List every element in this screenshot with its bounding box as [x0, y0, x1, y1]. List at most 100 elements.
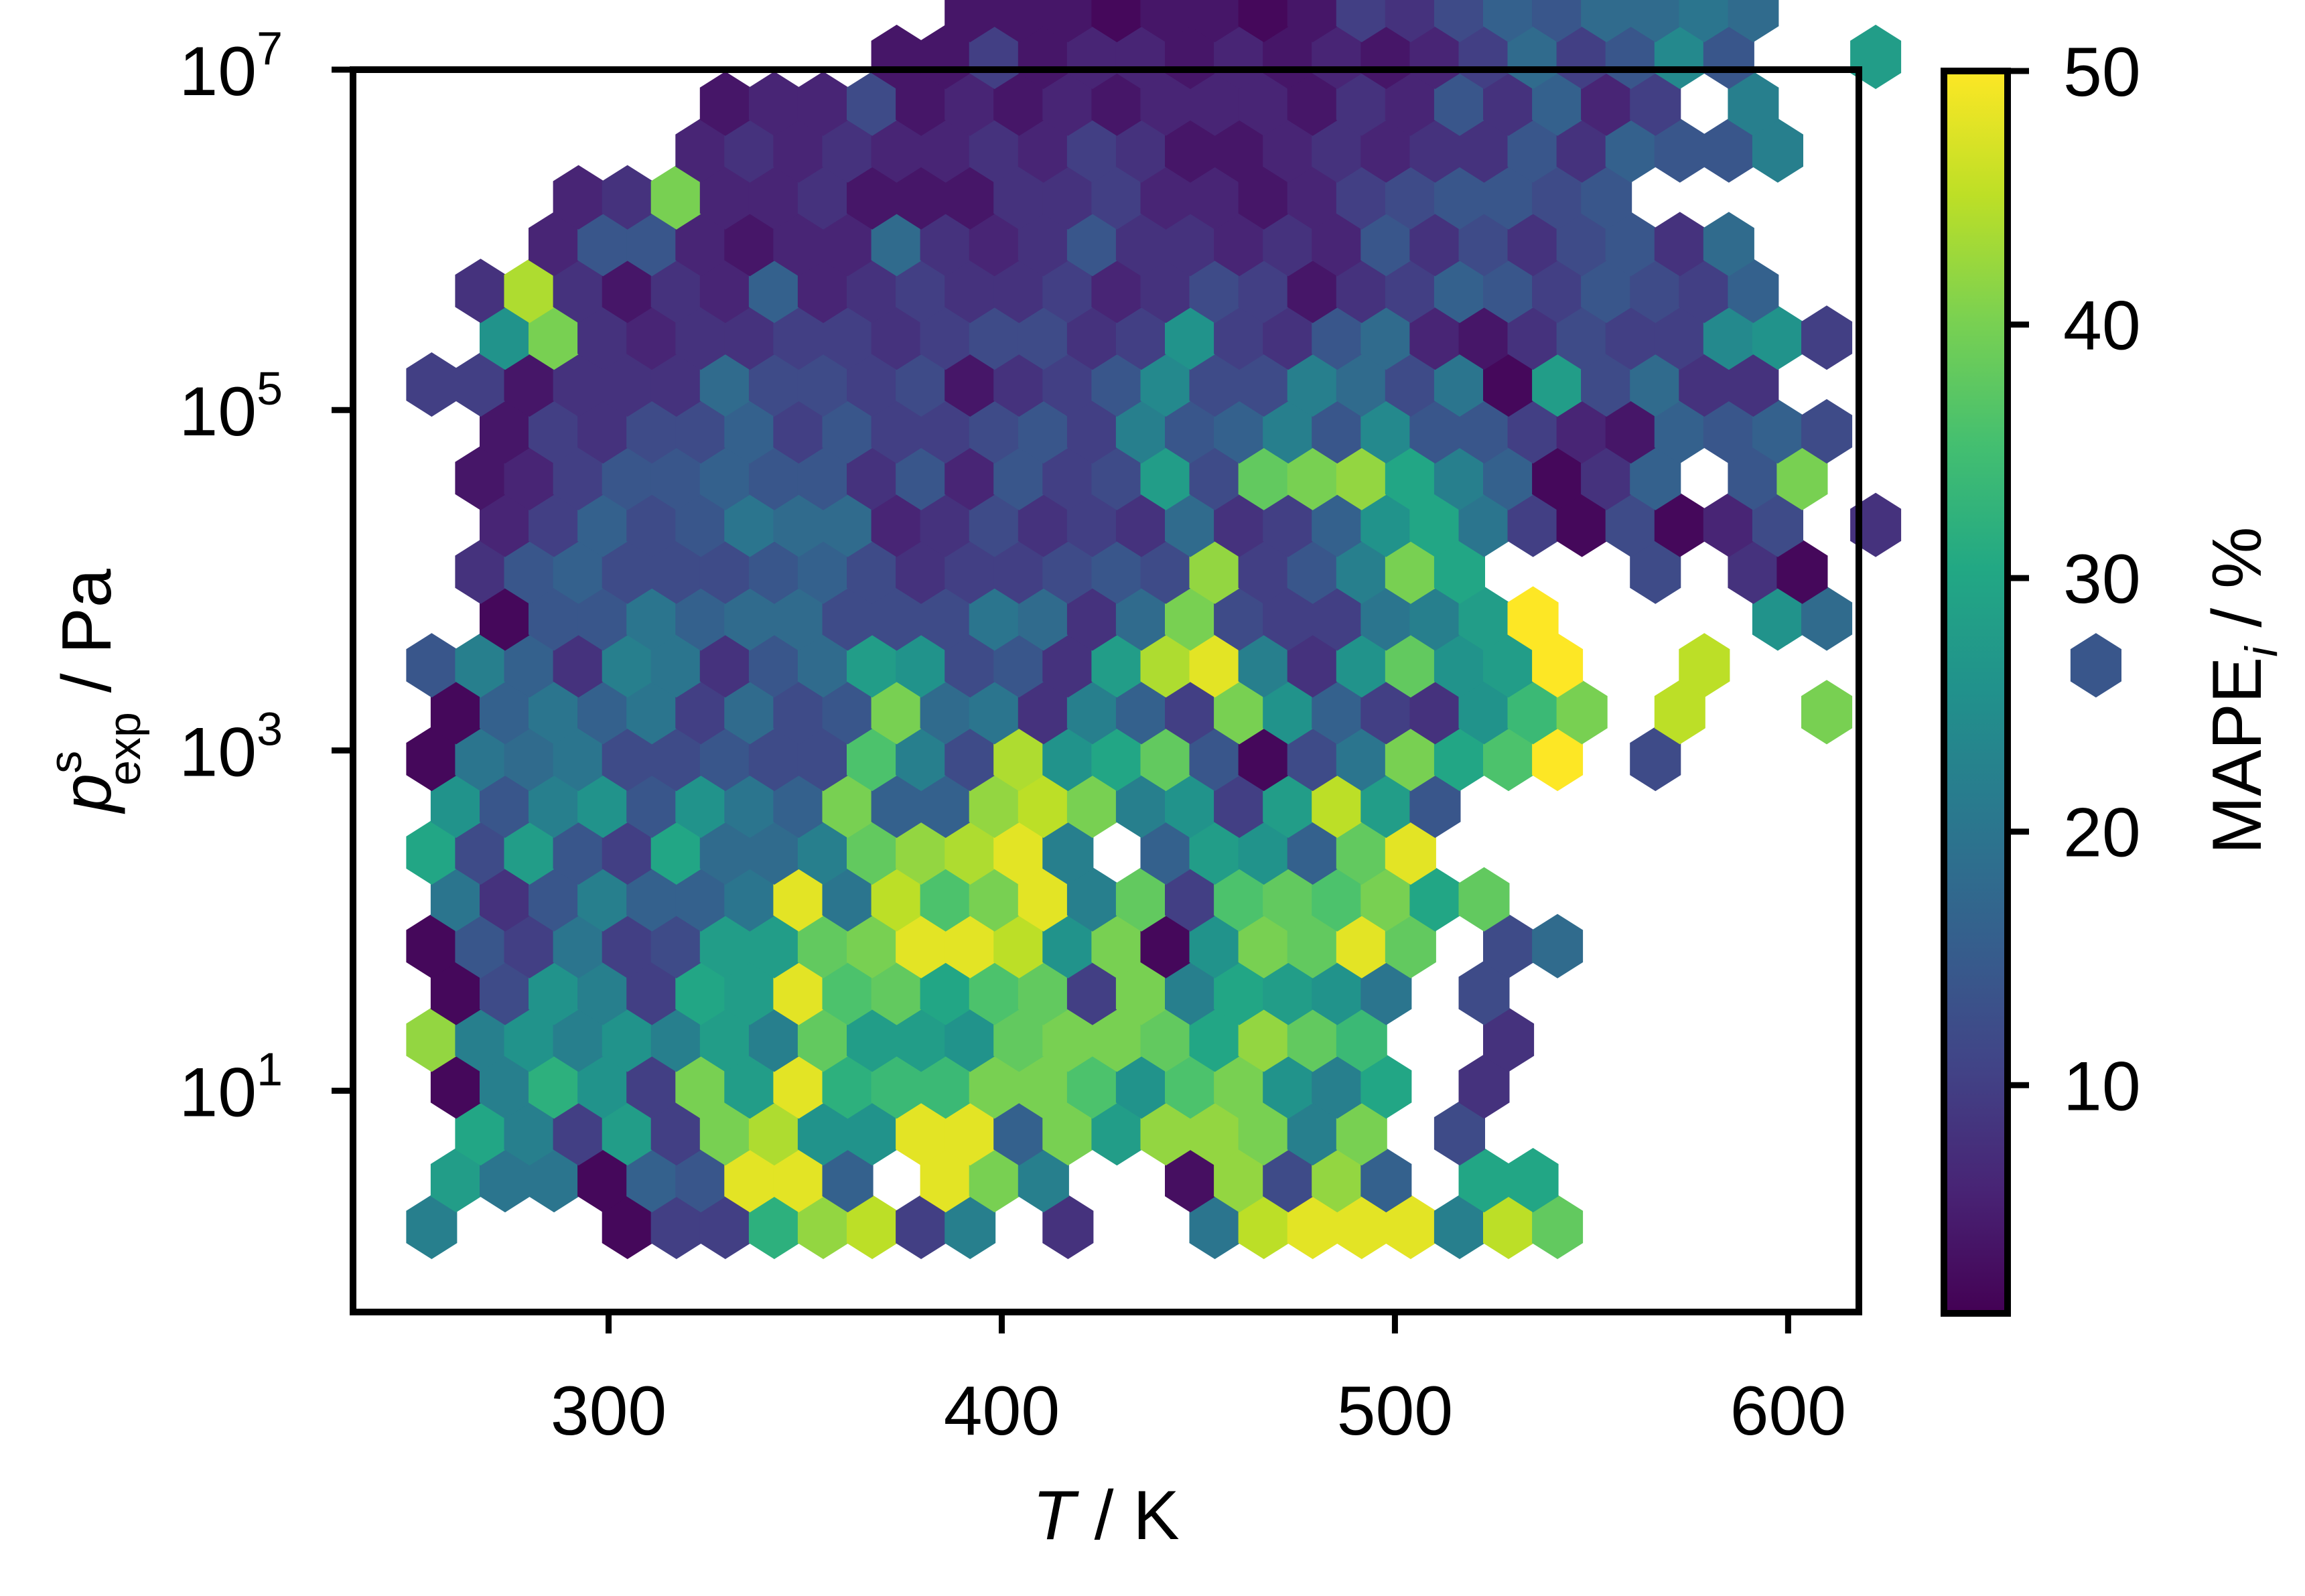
hex-cell — [797, 1101, 849, 1166]
hex-cell — [871, 586, 922, 651]
hex-cell — [577, 773, 629, 839]
hex-cell — [1066, 960, 1118, 1025]
hex-cell — [675, 1148, 727, 1213]
hex-cell — [1458, 680, 1510, 745]
hex-cell — [993, 1007, 1045, 1072]
hex-cell — [699, 914, 751, 978]
hex-cell — [1360, 118, 1412, 183]
hex-cell — [724, 1054, 776, 1119]
hex-cell — [1385, 0, 1436, 43]
hex-cell — [1850, 24, 1902, 89]
hex-cell — [1752, 398, 1803, 464]
hex-cell — [1189, 1194, 1241, 1259]
hex-cell — [1140, 727, 1192, 792]
hex-cell — [1679, 352, 1730, 417]
hex-cell — [602, 1194, 653, 1259]
hex-cell — [969, 1148, 1020, 1213]
hex-cell — [430, 1054, 482, 1119]
hex-cell — [675, 586, 727, 651]
hex-cell — [724, 212, 776, 277]
hex-cell — [1360, 867, 1412, 932]
hex-cell — [822, 492, 874, 557]
hex-cell — [822, 305, 874, 370]
hex-cell — [1483, 165, 1535, 230]
hex-cell — [969, 492, 1020, 557]
hex-cell — [1360, 492, 1412, 557]
hex-cell — [1189, 259, 1241, 323]
hex-cell — [1703, 492, 1754, 557]
hex-cell — [1115, 773, 1167, 839]
hex-cell — [1458, 398, 1510, 464]
hex-cell — [945, 914, 996, 978]
hex-cell — [1434, 71, 1485, 136]
hex-cell — [1066, 492, 1118, 557]
hex-cell — [1483, 445, 1535, 510]
hex-cell — [1115, 305, 1167, 370]
hex-cell — [1679, 0, 1730, 43]
hex-cell — [1238, 1194, 1289, 1259]
hex-cell — [1263, 492, 1314, 557]
hex-cell — [1458, 867, 1510, 932]
hex-cell — [406, 914, 458, 978]
hex-cell — [871, 680, 922, 745]
hex-cell — [1018, 680, 1069, 745]
hex-cell — [896, 914, 947, 978]
hex-cell — [675, 118, 727, 183]
hex-cell — [1018, 398, 1069, 464]
y-axis: 101 103 105 107 — [179, 22, 353, 1132]
hex-cell — [1752, 305, 1803, 370]
hex-cell — [1703, 212, 1754, 277]
hex-cell — [1581, 71, 1632, 136]
hex-cell — [773, 398, 825, 464]
hex-cell — [871, 773, 922, 839]
colorbar-tick-label: 20 — [2063, 794, 2141, 872]
hex-cell — [430, 773, 482, 839]
hex-cell — [699, 820, 751, 885]
x-tick-label: 500 — [1337, 1372, 1454, 1450]
hex-cell — [577, 492, 629, 557]
hex-cell — [773, 492, 825, 557]
hex-cell — [1042, 1007, 1094, 1072]
hex-cell — [1189, 914, 1241, 978]
hex-cell — [406, 352, 458, 417]
hex-cell — [1507, 680, 1559, 745]
hex-cell — [675, 1054, 727, 1119]
hex-cell — [1238, 445, 1289, 510]
hex-cell — [1066, 305, 1118, 370]
hex-cell — [1287, 445, 1338, 510]
hex-cell — [1263, 1148, 1314, 1213]
hex-cell — [1091, 71, 1143, 136]
hex-cell — [1336, 1007, 1387, 1072]
hex-cell — [1214, 398, 1265, 464]
hex-cell — [1066, 867, 1118, 932]
hex-cell — [920, 867, 971, 932]
hex-cell — [1385, 914, 1436, 978]
hex-cell — [871, 492, 922, 557]
hex-cell — [504, 445, 555, 510]
hex-cell — [1238, 0, 1289, 43]
hex-cell — [1115, 960, 1167, 1025]
hex-cell — [847, 1007, 898, 1072]
hex-cell — [797, 727, 849, 792]
hex-cell — [1458, 212, 1510, 277]
hex-cell — [1679, 259, 1730, 323]
hex-cell — [602, 633, 653, 698]
hex-cell — [969, 680, 1020, 745]
y-tick-label: 107 — [179, 22, 283, 111]
hex-cell — [1214, 305, 1265, 370]
hex-cell — [529, 492, 580, 557]
hex-cell — [1360, 1148, 1412, 1213]
hex-cell — [1165, 773, 1216, 839]
hex-cell — [1189, 71, 1241, 136]
hex-cell — [553, 445, 604, 510]
hex-cell — [1312, 398, 1363, 464]
hex-cell — [1214, 960, 1265, 1025]
x-tick-label: 400 — [944, 1372, 1060, 1450]
hex-cell — [1483, 71, 1535, 136]
colorbar-label: MAPEi / % — [2198, 526, 2287, 854]
hex-cell — [480, 586, 531, 651]
hex-cell — [896, 71, 947, 136]
x-axis-label: T / K — [1032, 1477, 1180, 1554]
hex-cell — [1263, 773, 1314, 839]
hex-cell — [626, 773, 678, 839]
